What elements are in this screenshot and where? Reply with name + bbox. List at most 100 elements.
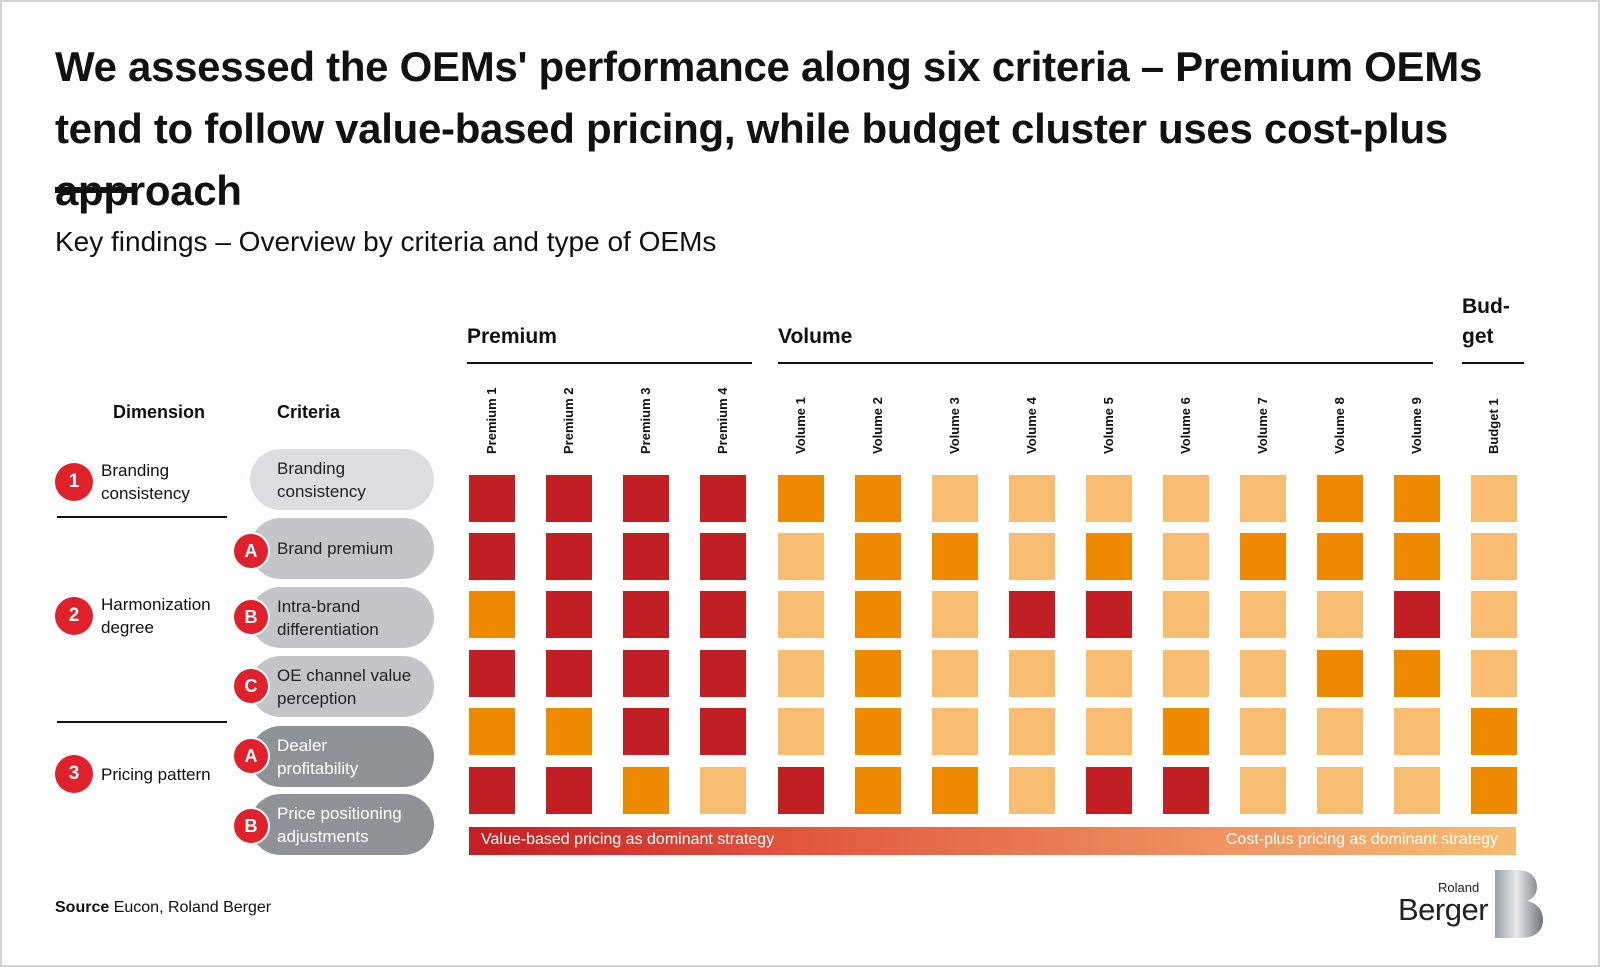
grid-cell <box>1240 767 1286 814</box>
criterion-brand-premium: Brand premium <box>250 518 434 579</box>
grid-cell <box>546 591 592 638</box>
grid-cell <box>778 591 824 638</box>
grid-cell <box>1009 767 1055 814</box>
grid-cell <box>623 533 669 580</box>
criterion-label: OE channel value perception <box>277 665 412 708</box>
criterion-intra-brand-differentiation: Intra-brand differentiation <box>250 587 434 648</box>
grid-cell <box>1471 475 1517 522</box>
grid-cell <box>1086 591 1132 638</box>
header-criteria: Criteria <box>277 402 341 422</box>
grid-cell <box>1009 591 1055 638</box>
criterion-label: Brand premium <box>277 539 394 558</box>
column-label-volume-2: Volume 2 <box>870 397 885 454</box>
criterion-oe-channel-value-perception: OE channel value perception <box>250 656 434 717</box>
grid-cell <box>546 767 592 814</box>
dimension-number-badge: 2 <box>55 597 93 635</box>
criterion-dealer-profitability: Dealer profitability <box>250 726 434 787</box>
logo-b-mark-icon <box>1495 870 1543 938</box>
grid-cell <box>623 650 669 697</box>
dimension-label: Pricing pattern <box>101 764 211 784</box>
grid-cell <box>1240 708 1286 755</box>
grid-cell <box>469 533 515 580</box>
grid-cell <box>932 475 978 522</box>
grid-cell <box>855 475 901 522</box>
grid-cell <box>546 650 592 697</box>
source-note: Source Eucon, Roland Berger <box>55 899 271 917</box>
criterion-badge-b: B <box>232 598 270 636</box>
source-label: Source <box>55 899 110 916</box>
grid-cell <box>1317 767 1363 814</box>
grid-cell <box>1394 650 1440 697</box>
grid-cell <box>1086 533 1132 580</box>
grid-cell <box>700 650 746 697</box>
grid-cell <box>1240 591 1286 638</box>
column-label-volume-8: Volume 8 <box>1332 397 1347 454</box>
grid-cell <box>1009 650 1055 697</box>
grid-cell <box>1317 533 1363 580</box>
column-label-volume-9: Volume 9 <box>1409 397 1424 454</box>
criterion-badge-a: A <box>232 532 270 570</box>
grid-cell <box>546 475 592 522</box>
grid-cell <box>1471 650 1517 697</box>
title-underline <box>55 187 132 193</box>
dimension-separator <box>57 516 227 518</box>
grid-cell <box>1086 708 1132 755</box>
dimension-branding: 1 Branding consistency <box>55 459 201 505</box>
grid-cell <box>1394 475 1440 522</box>
dimension-pricing: 3 Pricing pattern <box>55 755 211 793</box>
grid-cell <box>1317 591 1363 638</box>
grid-cell <box>1240 650 1286 697</box>
grid-cell <box>1240 475 1286 522</box>
group-label-premium: Premium <box>467 325 557 348</box>
grid-cell <box>1394 591 1440 638</box>
grid-cell <box>1394 533 1440 580</box>
criterion-price-positioning-adjustments: Price positioning adjustments <box>250 794 434 855</box>
grid-cell <box>469 708 515 755</box>
grid-cell <box>855 767 901 814</box>
grid-cell <box>1471 767 1517 814</box>
grid-cell <box>1163 475 1209 522</box>
grid-cell <box>1394 767 1440 814</box>
grid-cell <box>855 650 901 697</box>
grid-cell <box>932 650 978 697</box>
grid-cell <box>932 708 978 755</box>
column-label-volume-1: Volume 1 <box>793 397 808 454</box>
dimension-harmonization: 2 Harmonization degree <box>55 593 226 639</box>
criterion-badge-b: B <box>232 807 270 845</box>
grid-cell <box>1471 591 1517 638</box>
grid-cell <box>1471 708 1517 755</box>
grid-cell <box>1163 591 1209 638</box>
grid-cell <box>623 767 669 814</box>
grid-cell <box>932 591 978 638</box>
grid-cell <box>1086 767 1132 814</box>
group-line-volume <box>778 362 1433 364</box>
scale-label-value-based: Value-based pricing as dominant strategy <box>481 831 775 848</box>
grid-cell <box>546 533 592 580</box>
group-line-budget <box>1462 362 1524 364</box>
grid-cell <box>1009 475 1055 522</box>
grid-cell <box>700 533 746 580</box>
slide-subtitle: Key findings – Overview by criteria and … <box>55 226 717 257</box>
grid-cell <box>1163 650 1209 697</box>
column-label-budget-1: Budget 1 <box>1486 398 1501 454</box>
grid-cell <box>855 533 901 580</box>
column-label-volume-4: Volume 4 <box>1024 397 1039 454</box>
criterion-label: Dealer profitability <box>277 735 359 778</box>
dimension-label: Harmonization degree <box>101 595 211 637</box>
column-label-volume-3: Volume 3 <box>947 397 962 454</box>
criterion-label: Price positioning adjustments <box>277 803 402 846</box>
grid-cell <box>700 767 746 814</box>
grid-cell <box>546 708 592 755</box>
column-label-volume-6: Volume 6 <box>1178 397 1193 454</box>
grid-cell <box>1240 533 1286 580</box>
column-label-premium-1: Premium 1 <box>484 387 499 454</box>
grid-cell <box>469 650 515 697</box>
grid-cell <box>1317 650 1363 697</box>
grid-cell <box>1163 767 1209 814</box>
roland-berger-logo: Roland Berger <box>1398 866 1548 942</box>
grid-cell <box>1394 708 1440 755</box>
criterion-badge-a: A <box>232 737 270 775</box>
criterion-label: Intra-brand differentiation <box>277 596 379 639</box>
logo-text-berger: Berger <box>1398 892 1489 927</box>
